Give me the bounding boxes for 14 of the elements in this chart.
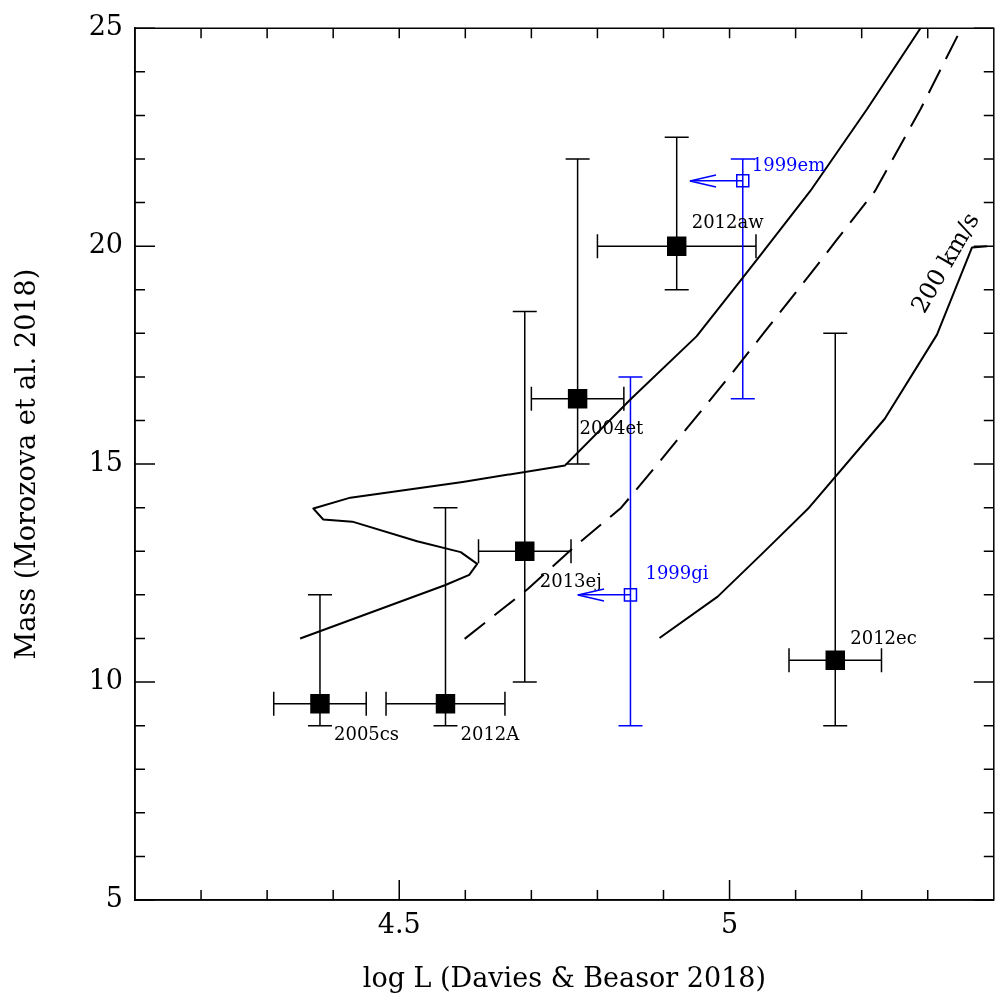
series-label: 1999em <box>751 154 826 176</box>
x-tick-label: 4.5 <box>377 908 421 940</box>
series-label: 2013ej <box>539 569 602 591</box>
y-tick-label: 25 <box>88 10 123 42</box>
x-axis-title: log L (Davies & Beasor 2018) <box>362 961 767 993</box>
series-label: 1999gi <box>645 561 709 583</box>
series-label: 2012ec <box>850 626 917 648</box>
y-tick-label: 5 <box>105 882 123 914</box>
y-tick-label: 20 <box>88 228 123 260</box>
y-axis-title: Mass (Morozova et al. 2018) <box>10 268 42 660</box>
y-tick-label: 15 <box>88 446 123 478</box>
y-tick-label: 10 <box>88 664 123 696</box>
series-label: 2005cs <box>333 722 400 744</box>
series-label: 2012A <box>460 722 521 744</box>
